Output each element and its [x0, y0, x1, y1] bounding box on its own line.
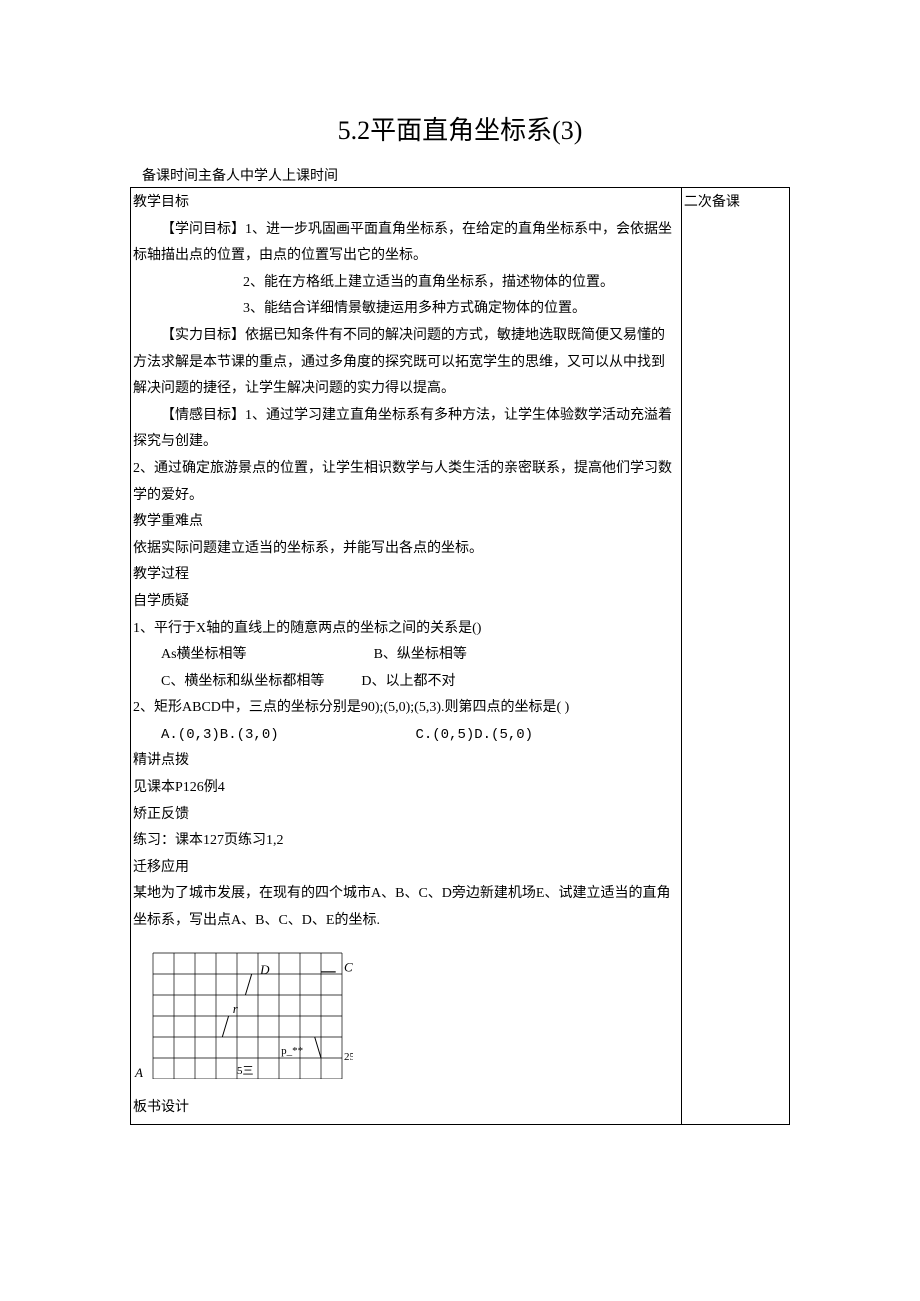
q1-option-b: B、纵坐标相等 — [374, 647, 467, 662]
grid-svg: C Dr A 5三 p_** 25 — [133, 949, 353, 1079]
q2-option-cd: C.(0,5)D.(5,0) — [415, 727, 533, 743]
knowledge-goal-1: 【学问目标】1、进一步巩固画平面直角坐标系，在给定的直角坐标系中，会依据坐标轴描… — [133, 217, 679, 270]
q1-option-a: As横坐标相等 — [161, 647, 247, 662]
svg-text:r: r — [233, 1001, 239, 1016]
feedback-header: 矫正反馈 — [133, 802, 679, 829]
q1-options-ab: As横坐标相等 B、纵坐标相等 — [133, 642, 679, 669]
q2-option-ab: A.(0,3)B.(3,0) — [161, 727, 279, 743]
q2-stem: 2、矩形ABCD中，三点的坐标分别是90);(5,0);(5,3).则第四点的坐… — [133, 695, 679, 722]
apply-header: 迁移应用 — [133, 855, 679, 882]
apply-body: 某地为了城市发展，在现有的四个城市A、B、C、D旁边新建机场E、试建立适当的直角… — [133, 881, 679, 934]
lecture-body: 见课本P126例4 — [133, 775, 679, 802]
side-header: 二次备课 — [684, 195, 740, 210]
process-header: 教学过程 — [133, 562, 679, 589]
emotion-goal-2: 2、通过确定旅游景点的位置，让学生相识数学与人类生活的亲密联系，提高他们学习数学… — [133, 456, 679, 509]
lesson-plan-table: 教学目标 【学问目标】1、进一步巩固画平面直角坐标系，在给定的直角坐标系中，会依… — [130, 187, 790, 1125]
difficulty-header: 教学重难点 — [133, 509, 679, 536]
svg-text:C: C — [344, 959, 353, 974]
svg-text:D: D — [259, 961, 270, 976]
knowledge-goal-3: 3、能结合详细情景敏捷运用多种方式确定物体的位置。 — [133, 296, 679, 323]
difficulty-body: 依据实际问题建立适当的坐标系，并能写出各点的坐标。 — [133, 536, 679, 563]
q2-options: A.(0,3)B.(3,0) C.(0,5)D.(5,0) — [133, 722, 679, 749]
feedback-body: 练习：课本127页练习1,2 — [133, 828, 679, 855]
city-grid-figure: C Dr A 5三 p_** 25 — [133, 949, 679, 1090]
side-cell: 二次备课 — [681, 188, 789, 1125]
self-study-header: 自学质疑 — [133, 589, 679, 616]
content-cell: 教学目标 【学问目标】1、进一步巩固画平面直角坐标系，在给定的直角坐标系中，会依… — [131, 188, 682, 1125]
emotion-goal-1: 【情感目标】1、通过学习建立直角坐标系有多种方法，让学生体验数学活动充溢着探究与… — [133, 403, 679, 456]
page-title: 5.2平面直角坐标系(3) — [130, 110, 790, 147]
svg-text:25: 25 — [344, 1051, 353, 1063]
svg-text:p_**: p_** — [281, 1045, 303, 1057]
q1-options-cd: C、横坐标和纵坐标都相等 D、以上都不对 — [133, 669, 679, 696]
q1-option-d: D、以上都不对 — [361, 674, 455, 689]
lecture-header: 精讲点拨 — [133, 748, 679, 775]
svg-text:5三: 5三 — [237, 1065, 254, 1077]
ability-goal: 【实力目标】依据已知条件有不同的解决问题的方式，敏捷地选取既简便又易懂的方法求解… — [133, 323, 679, 403]
q1-stem: 1、平行于X轴的直线上的随意两点的坐标之间的关系是() — [133, 616, 679, 643]
q1-option-c: C、横坐标和纵坐标都相等 — [161, 674, 324, 689]
meta-line: 备课时间主备人中学人上课时间 — [130, 165, 790, 185]
goal-header: 教学目标 — [133, 190, 679, 217]
knowledge-goal-2: 2、能在方格纸上建立适当的直角坐标系，描述物体的位置。 — [133, 270, 679, 297]
board-header: 板书设计 — [133, 1095, 679, 1122]
svg-text:A: A — [134, 1065, 143, 1079]
